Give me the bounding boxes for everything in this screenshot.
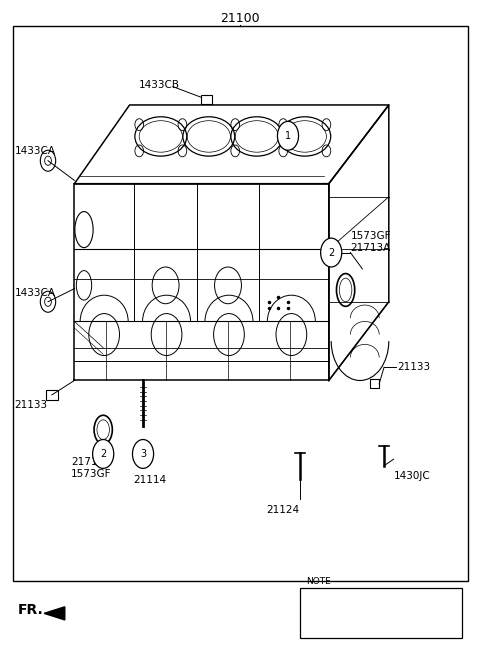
Text: NOTE: NOTE: [306, 577, 331, 586]
Circle shape: [132, 440, 154, 468]
Text: 21100: 21100: [220, 12, 260, 25]
Bar: [300, 588, 462, 638]
Circle shape: [321, 238, 342, 267]
Text: THE NO.21110B : ①~③: THE NO.21110B : ①~③: [306, 609, 426, 619]
Text: 21713A: 21713A: [71, 457, 111, 467]
Text: 21713A: 21713A: [350, 243, 391, 253]
Bar: [201, 95, 212, 104]
Text: 1: 1: [285, 131, 291, 141]
Polygon shape: [44, 607, 65, 620]
Text: 3: 3: [140, 449, 146, 459]
Bar: [13, 26, 468, 581]
Text: FR.: FR.: [18, 603, 44, 617]
Text: 1433CA: 1433CA: [14, 288, 55, 298]
Text: 2: 2: [100, 449, 107, 459]
Bar: [46, 390, 58, 400]
Circle shape: [93, 440, 114, 468]
Bar: [370, 379, 379, 388]
Text: 21133: 21133: [397, 362, 431, 373]
Text: 1430JC: 1430JC: [394, 470, 431, 481]
Text: 1433CB: 1433CB: [139, 79, 180, 90]
Text: 1433CA: 1433CA: [14, 146, 55, 156]
Text: 21124: 21124: [266, 505, 300, 516]
Text: 21133: 21133: [14, 400, 48, 411]
Circle shape: [277, 121, 299, 150]
Text: 2: 2: [328, 247, 335, 258]
Text: 1573GF: 1573GF: [350, 231, 391, 241]
Text: 1573GF: 1573GF: [71, 468, 111, 479]
Text: 21114: 21114: [133, 475, 167, 485]
